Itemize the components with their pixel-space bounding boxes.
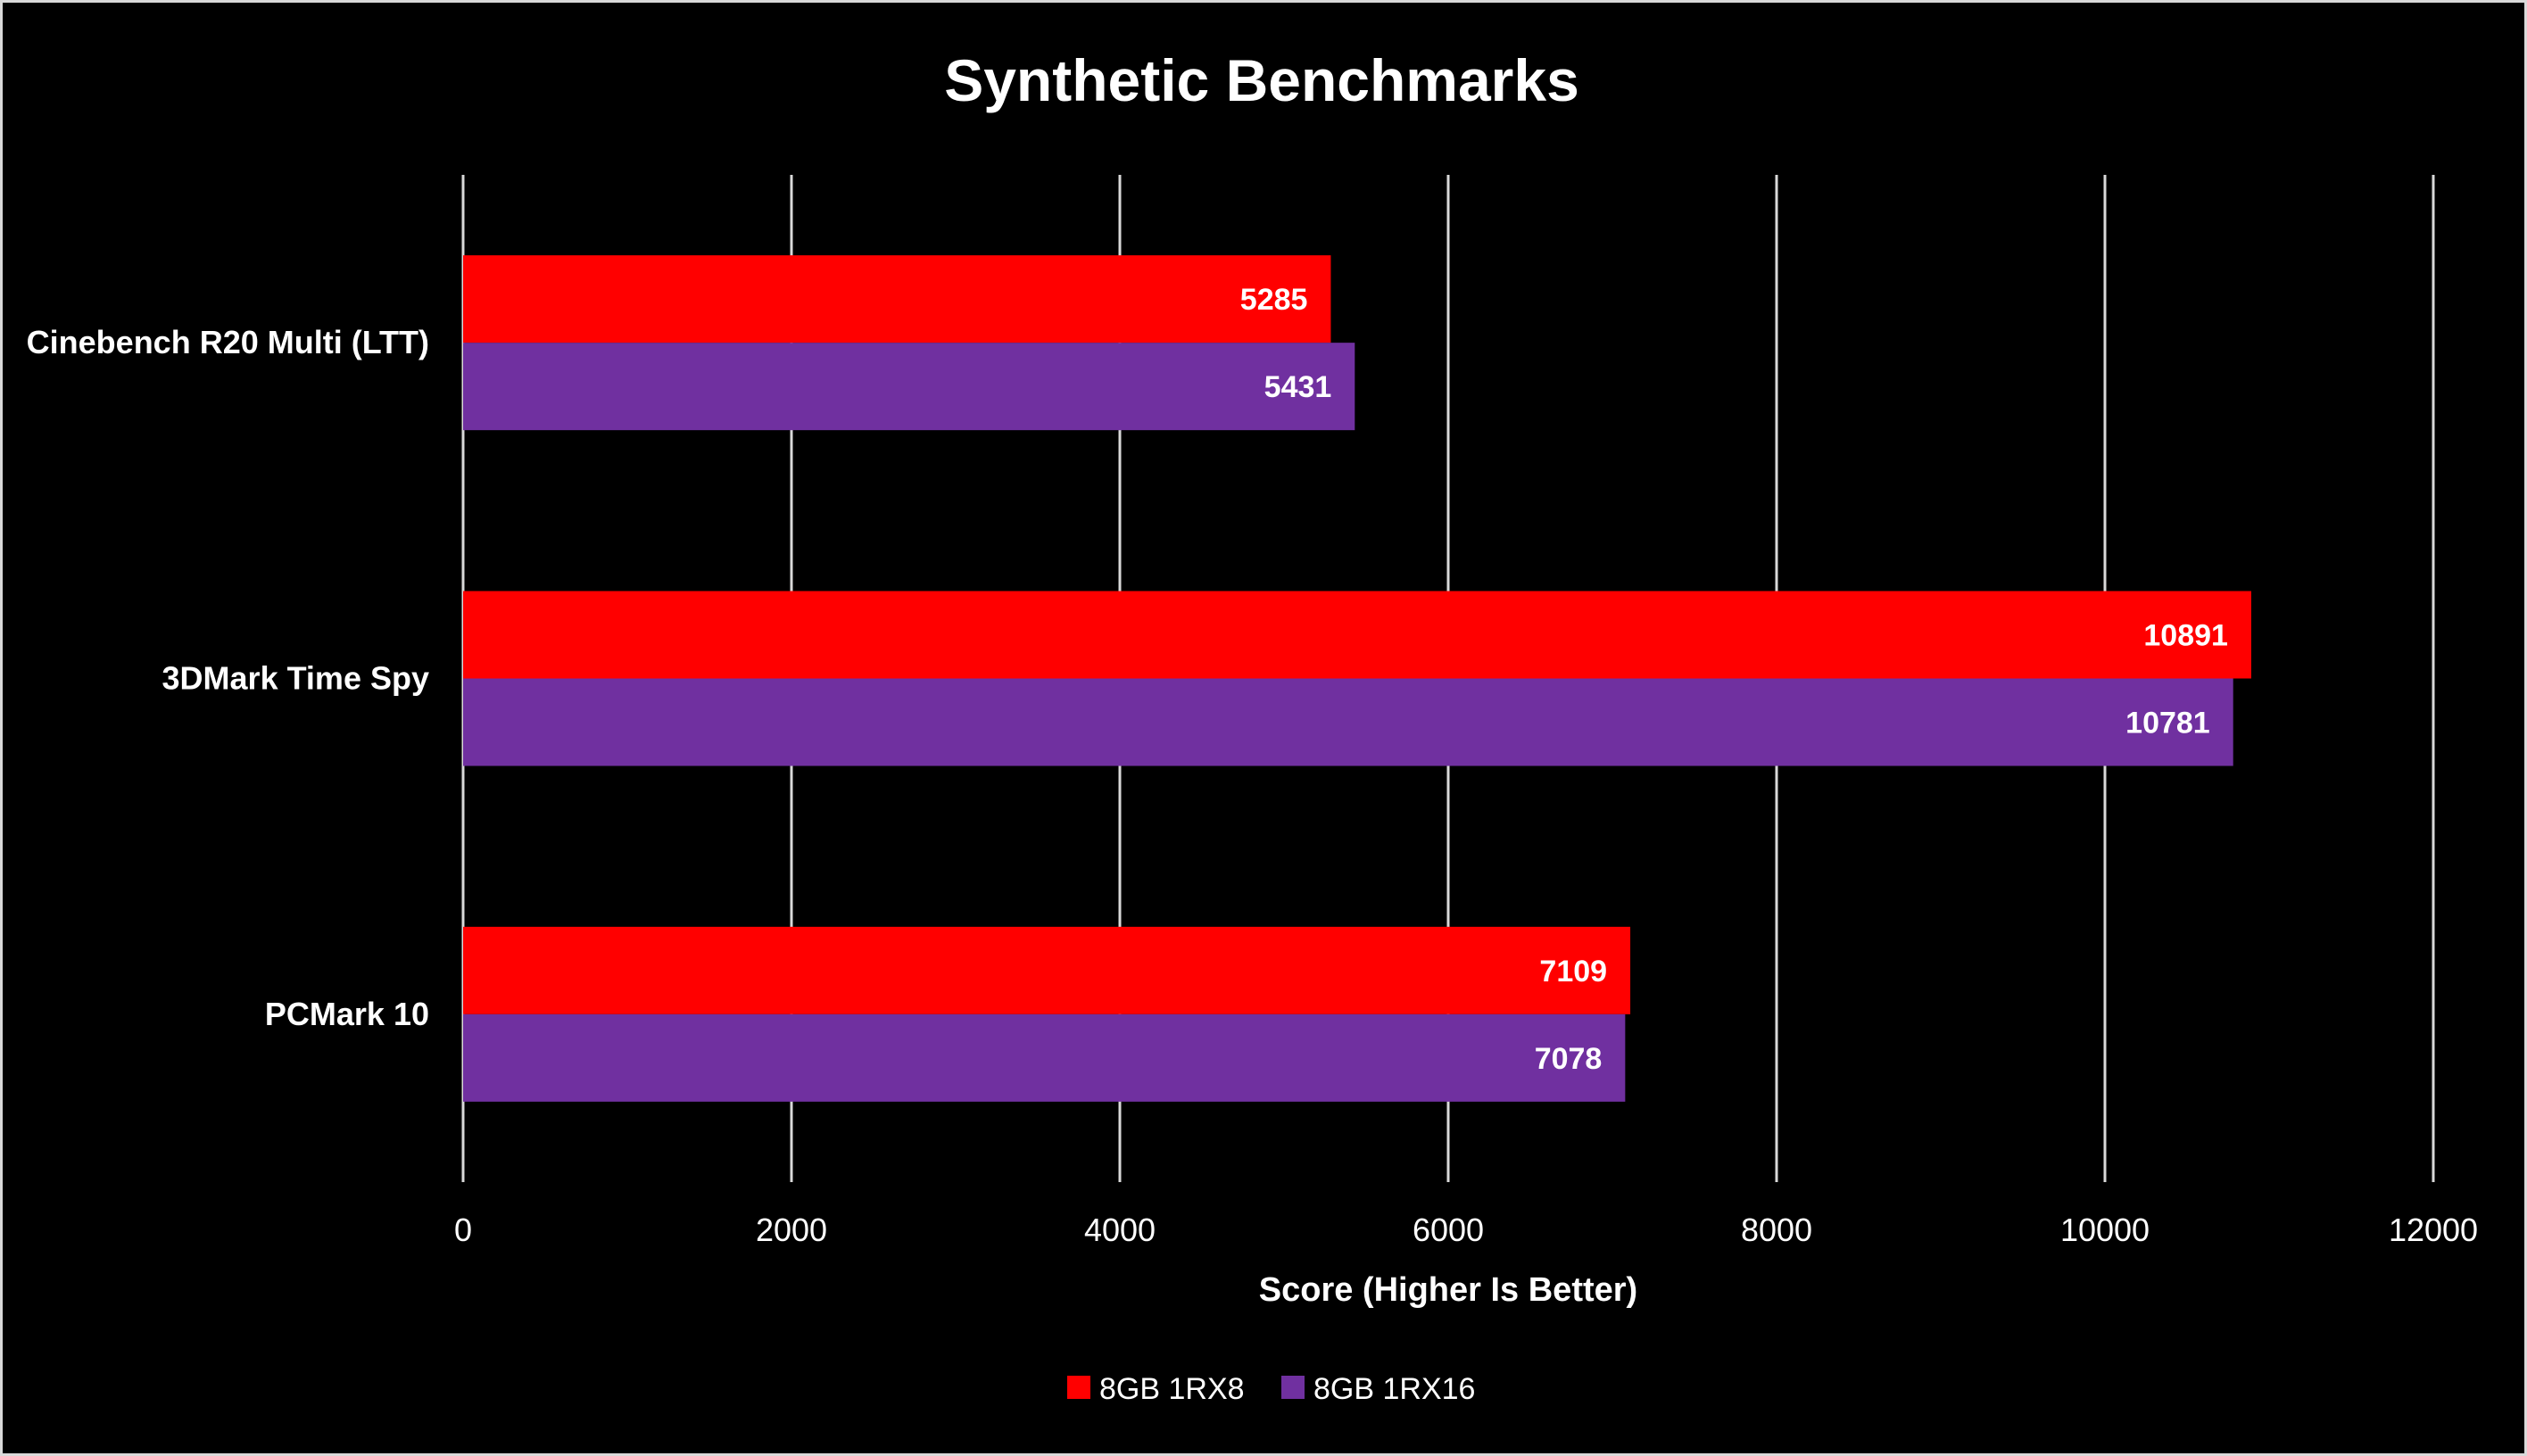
legend: 8GB 1RX8 8GB 1RX16: [1067, 1372, 1475, 1406]
bar: [463, 343, 1355, 431]
bar: [463, 926, 1631, 1014]
x-tick-label: 6000: [1413, 1212, 1484, 1248]
bar-value-label: 10781: [2125, 707, 2210, 740]
bar: [463, 678, 2233, 766]
x-tick-labels: 0 2000 4000 6000 8000 10000 12000: [454, 1212, 2478, 1248]
category-label: PCMark 10: [265, 996, 429, 1032]
bar: [463, 255, 1331, 343]
bar-value-label: 7078: [1535, 1042, 1603, 1076]
x-tick-label: 4000: [1084, 1212, 1156, 1248]
x-tick-label: 10000: [2060, 1212, 2150, 1248]
bar-value-label: 5431: [1264, 370, 1332, 404]
x-tick-label: 8000: [1741, 1212, 1812, 1248]
bars: [463, 255, 2251, 1102]
bar-chart: Synthetic Benchmarks 5285 5431 10891 10781 7…: [27, 47, 2478, 1406]
x-tick-label: 12000: [2389, 1212, 2478, 1248]
x-tick-label: 0: [454, 1212, 472, 1248]
x-tick-label: 2000: [756, 1212, 827, 1248]
legend-swatch: [1067, 1376, 1090, 1399]
bar: [463, 1013, 1626, 1102]
chart-title: Synthetic Benchmarks: [944, 47, 1579, 113]
legend-swatch: [1281, 1376, 1305, 1399]
legend-label: 8GB 1RX8: [1099, 1372, 1245, 1406]
bar-value-label: 10891: [2143, 619, 2228, 653]
category-labels: Cinebench R20 Multi (LTT) 3DMark Time Spy…: [27, 324, 429, 1032]
x-axis-title: Score (Higher Is Better): [1259, 1271, 1637, 1309]
bar: [463, 591, 2251, 679]
data-labels: 5285 5431 10891 10781 7109 7078: [1240, 283, 2228, 1076]
category-label: 3DMark Time Spy: [162, 660, 429, 697]
bar-value-label: 7109: [1539, 955, 1607, 989]
legend-label: 8GB 1RX16: [1313, 1372, 1475, 1406]
bar-value-label: 5285: [1240, 283, 1308, 317]
category-label: Cinebench R20 Multi (LTT): [27, 324, 429, 360]
